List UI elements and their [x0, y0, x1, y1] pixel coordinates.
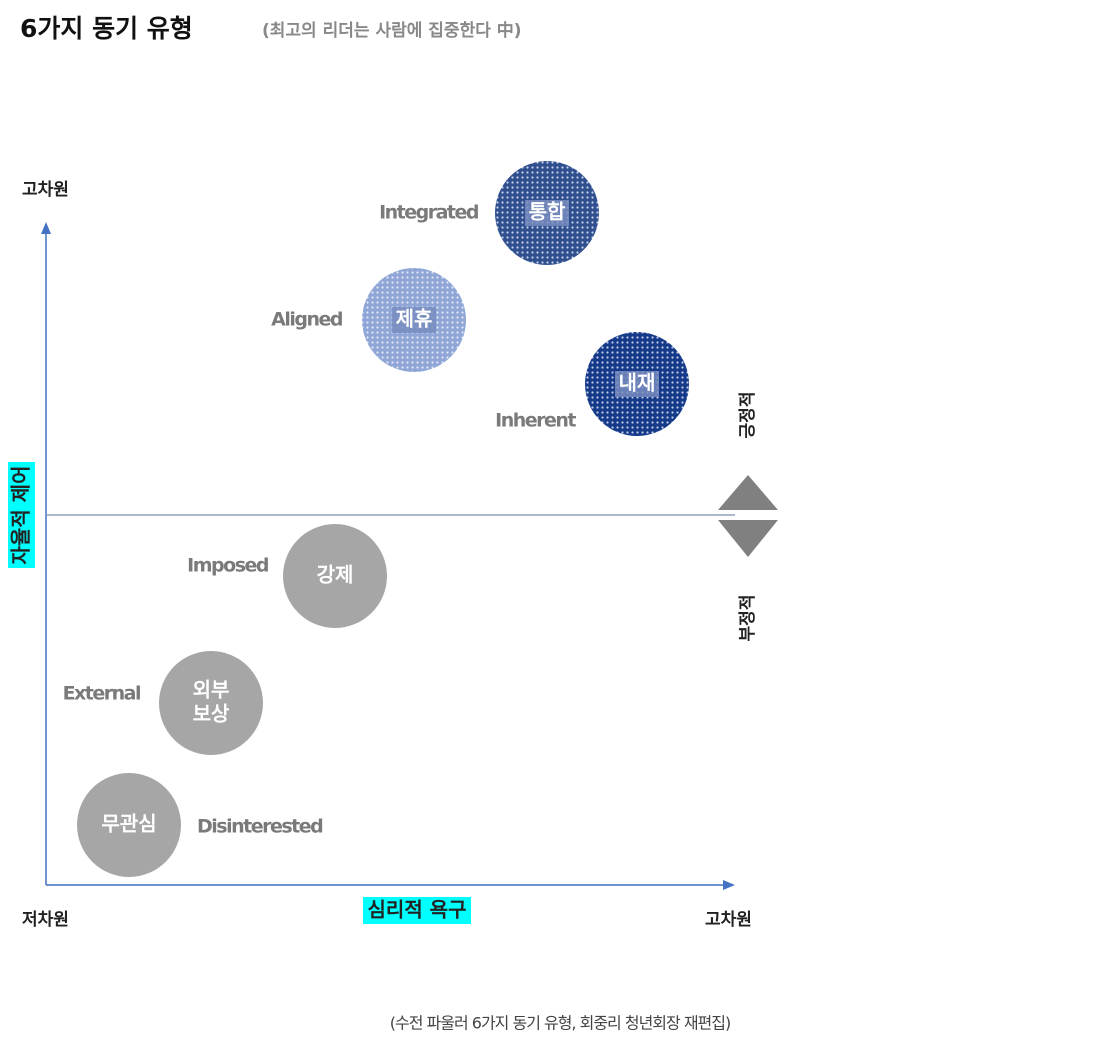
node-label: 보상 [193, 702, 230, 726]
node-english: External [63, 683, 140, 705]
node-english: Integrated [379, 202, 478, 224]
positive-label: 긍정적 [738, 392, 758, 439]
y-title: 자율적 제어 [9, 466, 33, 565]
highlight [363, 897, 471, 924]
node-label: 무관심 [101, 812, 156, 836]
y-top-label: 고차원 [22, 180, 69, 200]
title: 6가지 동기 유형 [20, 14, 193, 43]
node-label: 통합 [529, 200, 566, 224]
label-box [615, 371, 659, 397]
subtitle: (최고의 리더는 사람에 집중한다 中) [262, 20, 522, 41]
x-right-label: 고차원 [705, 910, 752, 930]
node-english: Aligned [271, 309, 342, 331]
x-arrow [723, 880, 735, 890]
node-label: 외부 [193, 678, 230, 702]
x-title: 심리적 욕구 [368, 898, 467, 922]
up-triangle [718, 475, 778, 510]
node-label: 제휴 [396, 307, 433, 331]
label-box [525, 200, 569, 226]
down-triangle [718, 520, 778, 557]
negative-label: 부정적 [738, 595, 758, 642]
origin-label: 저차원 [22, 910, 69, 930]
node-circle [77, 773, 181, 877]
label-box [392, 307, 436, 333]
y-arrow [41, 222, 51, 234]
node-english: Imposed [187, 555, 268, 577]
node-english: Inherent [495, 410, 576, 432]
node-english: Disinterested [197, 816, 322, 838]
highlight [8, 462, 35, 568]
node-label: 내재 [619, 371, 656, 395]
node-label: 강제 [317, 563, 354, 587]
source: (수전 파울러 6가지 동기 유형, 회중리 청년회장 재편집) [390, 1014, 730, 1033]
node-circle [159, 651, 263, 755]
node-circle [283, 524, 387, 628]
